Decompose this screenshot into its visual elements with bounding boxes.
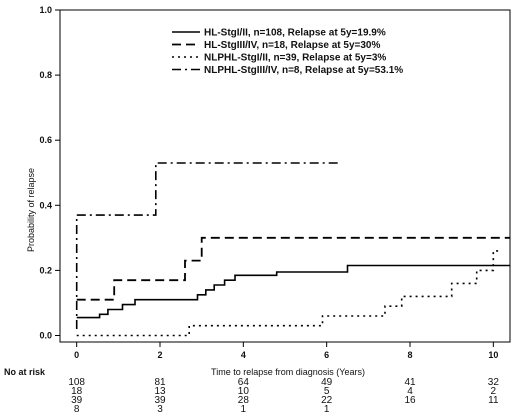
y-axis-label: Probability of relapse: [26, 168, 36, 252]
risk-table-cell: 16: [404, 395, 416, 406]
legend-label-1: HL-StgI/II, n=108, Relapse at 5y=19.9%: [204, 28, 386, 39]
x-tick-label: 6: [324, 350, 329, 360]
x-tick-label: 0: [74, 350, 79, 360]
plot-frame: [59, 9, 511, 343]
y-tick-label: 0.0: [39, 330, 52, 340]
risk-table-cell: 10: [238, 386, 250, 397]
x-tick-label: 10: [488, 350, 498, 360]
y-tick-label: 0.2: [39, 265, 52, 275]
risk-table-cell: 18: [71, 386, 83, 397]
risk-table-cell: 22: [321, 395, 333, 406]
y-tick-label: 1.0: [39, 5, 52, 15]
plot-border: [59, 9, 511, 343]
risk-table-cell: 5: [324, 386, 330, 397]
risk-table-cell: 39: [154, 395, 166, 406]
series-line-4: [75, 162, 340, 329]
risk-table-cell: 2: [491, 386, 497, 397]
x-tick-label: 4: [241, 350, 246, 360]
risk-table-cell: 64: [238, 377, 250, 388]
series-line-2: [76, 236, 510, 301]
risk-table-cell: 41: [404, 377, 416, 388]
x-tick-label: 2: [157, 350, 162, 360]
risk-table-cell: 1: [241, 404, 247, 413]
legend-label-2: HL-StgIII/IV, n=18, Relapse at 5y=30%: [204, 40, 380, 51]
legend-label-3: NLPHL-StgI/II, n=39, Relapse at 5y=3%: [204, 53, 386, 64]
risk-table-cell: 11: [488, 395, 499, 406]
series-lines: [75, 162, 510, 337]
risk-table-cell: 28: [238, 395, 250, 406]
y-tick-label: 0.6: [39, 135, 52, 145]
y-axis: 0.0 0.2 0.4 0.6 0.8 1.0: [39, 5, 60, 340]
risk-table-cell: 3: [157, 404, 163, 413]
legend: HL-StgI/II, n=108, Relapse at 5y=19.9%HL…: [172, 28, 403, 76]
risk-table-cell: 8: [74, 404, 80, 413]
x-axis: 0 2 4 6 8 10: [74, 342, 498, 360]
risk-table-cell: 4: [407, 386, 413, 397]
risk-table-cell: 32: [488, 377, 500, 388]
risk-table-cell: 13: [154, 386, 166, 397]
risk-table-cell: 108: [68, 377, 85, 388]
risk-table-cell: 81: [154, 377, 166, 388]
y-tick-label: 0.8: [39, 70, 52, 80]
series-line-1: [76, 264, 510, 319]
risk-table-cell: 1: [324, 404, 330, 413]
risk-table-cell: 49: [321, 377, 333, 388]
risk-table-title: No at risk: [4, 367, 46, 377]
risk-table-cell: 39: [71, 395, 83, 406]
legend-label-4: NLPHL-StgIII/IV, n=8, Relapse at 5y=53.1…: [204, 65, 403, 76]
x-axis-label: Time to relapse from diagnosis (Years): [211, 367, 365, 377]
x-tick-label: 8: [407, 350, 412, 360]
y-tick-label: 0.4: [39, 200, 52, 210]
